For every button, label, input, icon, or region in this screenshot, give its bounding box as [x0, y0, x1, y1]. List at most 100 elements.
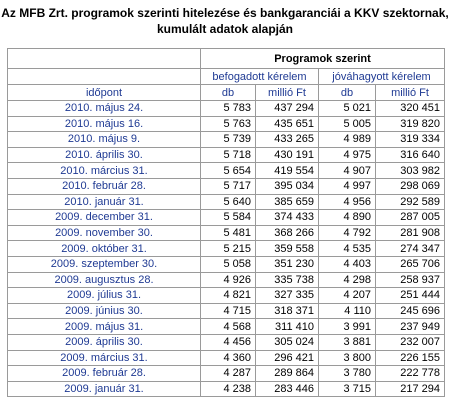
table-row: 2009. október 31. 5 215 359 558 4 535 274 34…: [7, 240, 446, 257]
table-row: 2009. június 30. 4 715 318 371 4 110 245 696: [7, 302, 446, 320]
number-cell: 4 238: [200, 380, 256, 398]
number-cell: 395 034: [255, 177, 319, 195]
number-cell: 5 739: [200, 131, 256, 148]
table-row: 2009. február 28. 4 287 289 864 3 780 222 77…: [7, 365, 446, 382]
number-cell: 4 207: [318, 287, 376, 304]
date-cell: 2009. január 31.: [7, 380, 201, 398]
table-row: 2009. szeptember 30. 5 058 351 230 4 403 265…: [7, 255, 446, 273]
number-cell: 5 215: [200, 240, 256, 257]
number-cell: 351 230: [255, 255, 319, 273]
number-cell: 385 659: [255, 193, 319, 211]
date-cell: 2009. május 31.: [7, 318, 201, 335]
number-cell: 4 792: [318, 224, 376, 242]
date-cell: 2010. február 28.: [7, 177, 201, 195]
column-header: millió Ft: [255, 84, 319, 101]
table-row: 2009. május 31. 4 568 311 410 3 991 237 949: [7, 318, 446, 335]
number-cell: 5 654: [200, 162, 256, 179]
number-cell: 4 568: [200, 318, 256, 335]
number-cell: 5 005: [318, 115, 376, 133]
number-cell: 419 554: [255, 162, 319, 179]
number-cell: 327 335: [255, 287, 319, 304]
number-cell: 435 651: [255, 115, 319, 133]
number-cell: 287 005: [374, 209, 446, 226]
number-cell: 320 451: [374, 100, 446, 117]
date-cell: 2009. december 31.: [7, 209, 201, 226]
number-cell: 4 298: [318, 271, 376, 289]
number-cell: 5 783: [200, 100, 256, 117]
number-cell: 298 069: [374, 177, 446, 195]
empty-cell: [7, 68, 201, 85]
sub-header: befogadott kérelem: [200, 68, 319, 85]
table-row: 2010. április 30. 5 718 430 191 4 975 316 64…: [7, 146, 446, 164]
number-cell: 226 155: [374, 349, 446, 367]
number-cell: 319 334: [374, 131, 446, 148]
empty-cell: [7, 48, 201, 69]
data-table: Programok szerint befogadott kérelem jóváh…: [7, 48, 446, 398]
number-cell: 4 989: [318, 131, 376, 148]
number-cell: 4 456: [200, 333, 256, 351]
table-row: 2009. április 30. 4 456 305 024 3 881 232 00…: [7, 333, 446, 351]
number-cell: 3 780: [318, 365, 376, 382]
sub-header: jóváhagyott kérelem: [317, 68, 446, 85]
title-line: Az MFB Zrt. programok szerinti hitelezés…: [1, 6, 449, 20]
table-row: időpont db millió Ft db millió Ft: [7, 84, 446, 101]
table-row: 2009. január 31. 4 238 283 446 3 715 217 294: [7, 380, 446, 398]
number-cell: 4 110: [318, 302, 376, 320]
number-cell: 303 982: [374, 162, 446, 179]
date-cell: 2009. október 31.: [7, 240, 201, 257]
column-header: időpont: [7, 84, 201, 101]
number-cell: 245 696: [374, 302, 446, 320]
table-row: 2009. november 30. 5 481 368 266 4 792 281 9…: [7, 224, 446, 242]
table-row: Programok szerint: [7, 48, 446, 69]
date-cell: 2010. május 24.: [7, 100, 201, 117]
date-cell: 2009. március 31.: [7, 349, 201, 367]
number-cell: 5 584: [200, 209, 256, 226]
table-row: befogadott kérelem jóváhagyott kérelem: [7, 68, 446, 85]
number-cell: 305 024: [255, 333, 319, 351]
number-cell: 5 718: [200, 146, 256, 164]
number-cell: 258 937: [374, 271, 446, 289]
number-cell: 5 021: [318, 100, 376, 117]
table-row: 2010. május 24. 5 783 437 294 5 021 320 451: [7, 100, 446, 117]
number-cell: 433 265: [255, 131, 319, 148]
table-row: 2010. január 31. 5 640 385 659 4 956 292 589: [7, 193, 446, 211]
number-cell: 374 433: [255, 209, 319, 226]
number-cell: 5 717: [200, 177, 256, 195]
number-cell: 319 820: [374, 115, 446, 133]
date-cell: 2010. május 16.: [7, 115, 201, 133]
number-cell: 316 640: [374, 146, 446, 164]
date-cell: 2009. június 30.: [7, 302, 201, 320]
table-row: 2010. május 9. 5 739 433 265 4 989 319 334: [7, 131, 446, 148]
number-cell: 359 558: [255, 240, 319, 257]
number-cell: 318 371: [255, 302, 319, 320]
column-header: db: [318, 84, 376, 101]
number-cell: 4 360: [200, 349, 256, 367]
number-cell: 4 535: [318, 240, 376, 257]
number-cell: 3 715: [318, 380, 376, 398]
date-cell: 2009. február 28.: [7, 365, 201, 382]
column-header: millió Ft: [374, 84, 446, 101]
number-cell: 4 890: [318, 209, 376, 226]
number-cell: 217 294: [374, 380, 446, 398]
number-cell: 5 058: [200, 255, 256, 273]
number-cell: 222 778: [374, 365, 446, 382]
number-cell: 3 991: [318, 318, 376, 335]
table-row: 2009. augusztus 28. 4 926 335 738 4 298 258 …: [7, 271, 446, 289]
number-cell: 5 640: [200, 193, 256, 211]
date-cell: 2009. november 30.: [7, 224, 201, 242]
number-cell: 274 347: [374, 240, 446, 257]
date-cell: 2010. március 31.: [7, 162, 201, 179]
number-cell: 4 997: [318, 177, 376, 195]
number-cell: 296 421: [255, 349, 319, 367]
date-cell: 2009. szeptember 30.: [7, 255, 201, 273]
number-cell: 311 410: [255, 318, 319, 335]
number-cell: 265 706: [374, 255, 446, 273]
table-row: 2010. május 16. 5 763 435 651 5 005 319 820: [7, 115, 446, 133]
number-cell: 430 191: [255, 146, 319, 164]
date-cell: 2010. május 9.: [7, 131, 201, 148]
number-cell: 5 763: [200, 115, 256, 133]
date-cell: 2010. április 30.: [7, 146, 201, 164]
number-cell: 4 287: [200, 365, 256, 382]
number-cell: 437 294: [255, 100, 319, 117]
